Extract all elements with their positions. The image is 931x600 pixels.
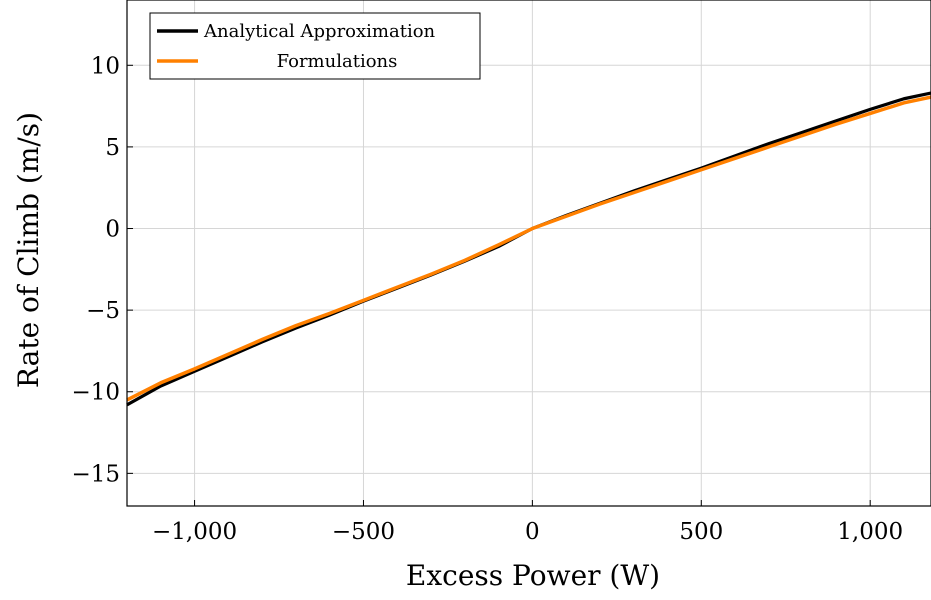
series-layer [126, 91, 931, 407]
legend-label-formulations: Formulations [277, 51, 398, 72]
series-formulations [126, 95, 931, 402]
legend-box [149, 12, 481, 80]
legend-label-analytical: Analytical Approximation [203, 21, 436, 42]
x-axis-label: Excess Power (W) [406, 559, 660, 592]
y-tick-label: 0 [105, 217, 120, 243]
y-tick-label: 10 [91, 53, 120, 79]
x-tick-label: 1,000 [837, 519, 903, 545]
series-analytical-approximation [126, 91, 931, 407]
plot-frame [126, 0, 931, 507]
legend: Analytical Approximation Formulations [149, 12, 481, 80]
x-tick-label: 500 [679, 519, 723, 545]
x-tick-label: −500 [332, 519, 395, 545]
tick-labels: −1,000 −500 0 500 1,000 −15 −10 −5 0 5 10 [71, 53, 903, 545]
y-tick-label: −5 [86, 298, 120, 324]
y-tick-label: −15 [71, 461, 120, 487]
y-tick-label: −10 [71, 380, 120, 406]
y-tick-label: 5 [105, 135, 120, 161]
x-tick-label: 0 [525, 519, 540, 545]
y-axis-label: Rate of Climb (m/s) [12, 112, 45, 388]
ticks [127, 64, 871, 506]
x-tick-label: −1,000 [152, 519, 237, 545]
